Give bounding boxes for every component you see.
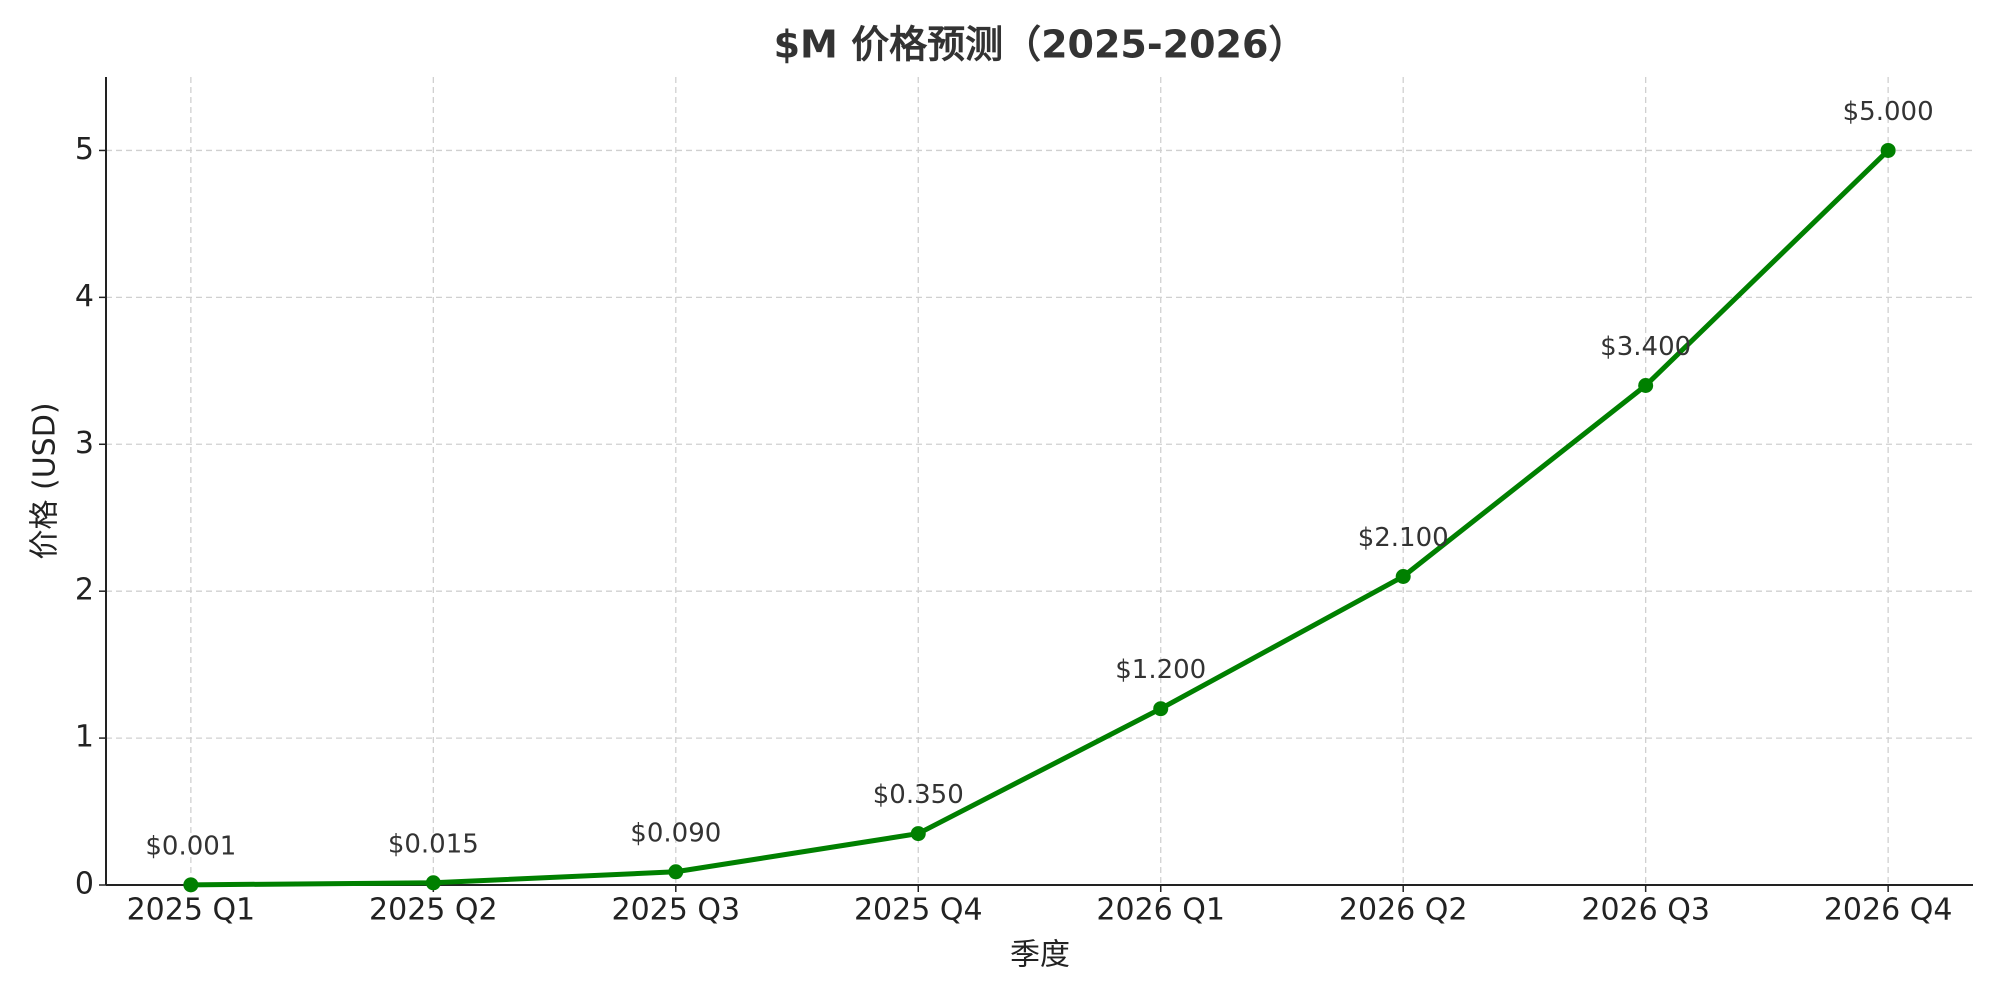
point	[183, 877, 199, 893]
data-label: $0.015	[388, 829, 479, 859]
y-tick-label: 3	[75, 426, 94, 461]
x-axis-label: 季度	[1010, 938, 1070, 973]
data-label: $0.350	[873, 780, 964, 810]
data-label: $0.001	[145, 831, 236, 861]
y-tick-label: 5	[75, 132, 94, 167]
point	[1395, 568, 1411, 584]
point	[1638, 378, 1654, 394]
data-label: $2.100	[1358, 523, 1449, 553]
x-tick-label: 2025 Q3	[612, 893, 741, 928]
point	[1153, 701, 1169, 717]
y-tick-label: 4	[75, 279, 94, 314]
line	[190, 148, 1890, 888]
y-axis-label: 价格 (USD)	[28, 402, 63, 559]
point	[1880, 142, 1896, 158]
x-tick-label: 2025 Q1	[127, 893, 256, 928]
x-tick-label: 2026 Q3	[1581, 893, 1710, 928]
data-label: $1.200	[1115, 655, 1206, 685]
x-tick-label: 2026 Q4	[1824, 893, 1953, 928]
y-tick-label: 1	[75, 720, 94, 755]
x-tick-label: 2026 Q1	[1096, 893, 1225, 928]
data-label: $0.090	[630, 818, 721, 848]
point	[910, 826, 926, 842]
point	[425, 875, 441, 891]
x-tick-label: 2026 Q2	[1339, 893, 1468, 928]
data-label: $5.000	[1843, 97, 1934, 127]
x-tick-label: 2025 Q2	[369, 893, 498, 928]
chart-title: $M 价格预测（2025-2026）	[774, 23, 1307, 67]
y-tick-label: 2	[75, 573, 94, 608]
point	[668, 864, 684, 880]
y-tick-label: 0	[75, 867, 94, 902]
data-label: $3.400	[1600, 332, 1691, 362]
x-tick-label: 2025 Q4	[854, 893, 983, 928]
